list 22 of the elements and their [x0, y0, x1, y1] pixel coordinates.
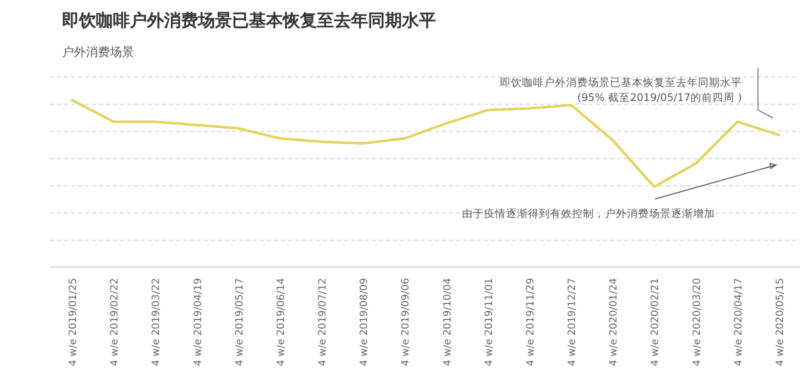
x-tick-label: 4 w/e 2020/01/24 [608, 278, 620, 366]
chart-subtitle: 户外消费场景 [62, 45, 134, 59]
x-tick-label: 4 w/e 2020/02/21 [650, 278, 662, 366]
x-tick-label: 4 w/e 2019/06/14 [276, 278, 287, 366]
x-tick-label: 4 w/e 2020/03/20 [692, 278, 703, 366]
x-tick-label: 4 w/e 2019/12/27 [567, 278, 578, 366]
x-tick-label: 4 w/e 2019/07/12 [318, 278, 329, 366]
x-tick-label: 4 w/e 2019/05/17 [234, 278, 246, 366]
annotation: 即饮咖啡户外消费场景已基本恢复至去年同期水平 (95% 截至2019/05/17的前四周 ) [500, 76, 742, 104]
x-tick-label: 4 w/e 2019/11/01 [484, 278, 495, 366]
x-tick-label: 4 w/e 2020/05/15 [775, 278, 786, 366]
x-tick-label: 4 w/e 2019/03/22 [151, 278, 162, 366]
x-tick-label: 4 w/e 2019/02/22 [110, 278, 121, 366]
x-tick-label: 4 w/e 2019/09/06 [400, 278, 412, 366]
chart-title: 即饮咖啡户外消费场景已基本恢复至去年同期水平 [62, 11, 436, 31]
x-tick-label: 4 w/e 2019/04/19 [192, 278, 204, 366]
x-tick-label: 4 w/e 2019/01/25 [68, 278, 79, 366]
x-tick-label: 4 w/e 2019/08/09 [359, 278, 370, 366]
x-tick-label: 4 w/e 2020/04/17 [733, 278, 744, 366]
x-tick-label: 4 w/e 2019/11/29 [525, 278, 536, 366]
x-tick-label: 4 w/e 2019/10/04 [442, 278, 454, 366]
annotation: 由于疫情逐渐得到有效控制，户外消费场景逐渐增加 [462, 207, 715, 220]
